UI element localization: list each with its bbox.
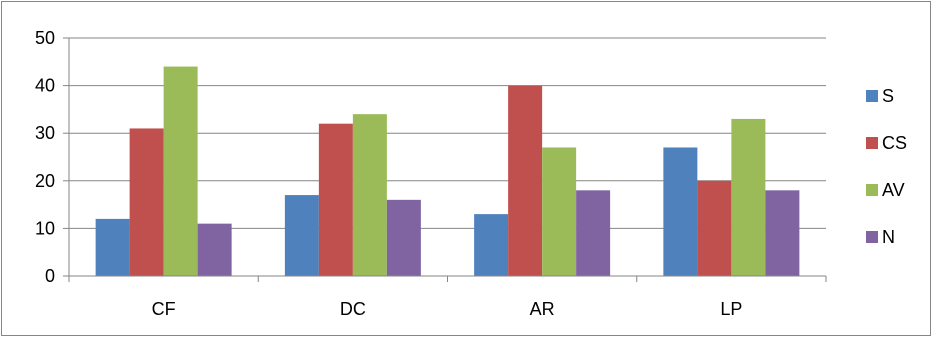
x-tick-label: AR [530, 299, 555, 319]
y-tick-label: 40 [35, 76, 55, 96]
y-tick-label: 20 [35, 171, 55, 191]
bar-n-dc [386, 199, 421, 276]
bar-cs-ar [508, 85, 543, 276]
bar-n-ar [576, 190, 611, 276]
axes [63, 37, 827, 282]
bar-av-ar [542, 147, 577, 276]
legend-label-n: N [882, 227, 895, 247]
legend-swatch-n [866, 231, 878, 243]
y-tick-label: 10 [35, 218, 55, 238]
legend-swatch-cs [866, 137, 878, 149]
legend-label-s: S [882, 86, 894, 106]
bar-s-cf [95, 218, 130, 276]
y-tick-labels: 0 10 20 30 40 50 [35, 28, 55, 286]
bar-n-lp [765, 190, 800, 276]
bar-av-cf [163, 66, 198, 276]
bar-cs-cf [129, 128, 164, 276]
bar-s-ar [474, 214, 509, 276]
x-tick-labels: CF DC AR LP [152, 299, 743, 319]
x-tick-label: CF [152, 299, 176, 319]
y-tick-label: 30 [35, 123, 55, 143]
bar-cs-lp [697, 180, 732, 276]
x-tick-label: DC [340, 299, 366, 319]
bar-av-lp [731, 118, 766, 276]
bar-av-dc [352, 114, 387, 276]
bar-s-dc [284, 195, 319, 276]
legend-label-cs: CS [882, 133, 907, 153]
legend: S CS AV N [866, 86, 907, 247]
bar-n-cf [197, 223, 232, 276]
legend-swatch-av [866, 184, 878, 196]
legend-label-av: AV [882, 180, 905, 200]
bar-s-lp [663, 147, 698, 276]
y-tick-label: 50 [35, 28, 55, 48]
bar-cs-dc [318, 123, 353, 277]
x-tick-label: LP [720, 299, 742, 319]
bars [95, 66, 800, 277]
y-tick-label: 0 [45, 266, 55, 286]
legend-swatch-s [866, 90, 878, 102]
